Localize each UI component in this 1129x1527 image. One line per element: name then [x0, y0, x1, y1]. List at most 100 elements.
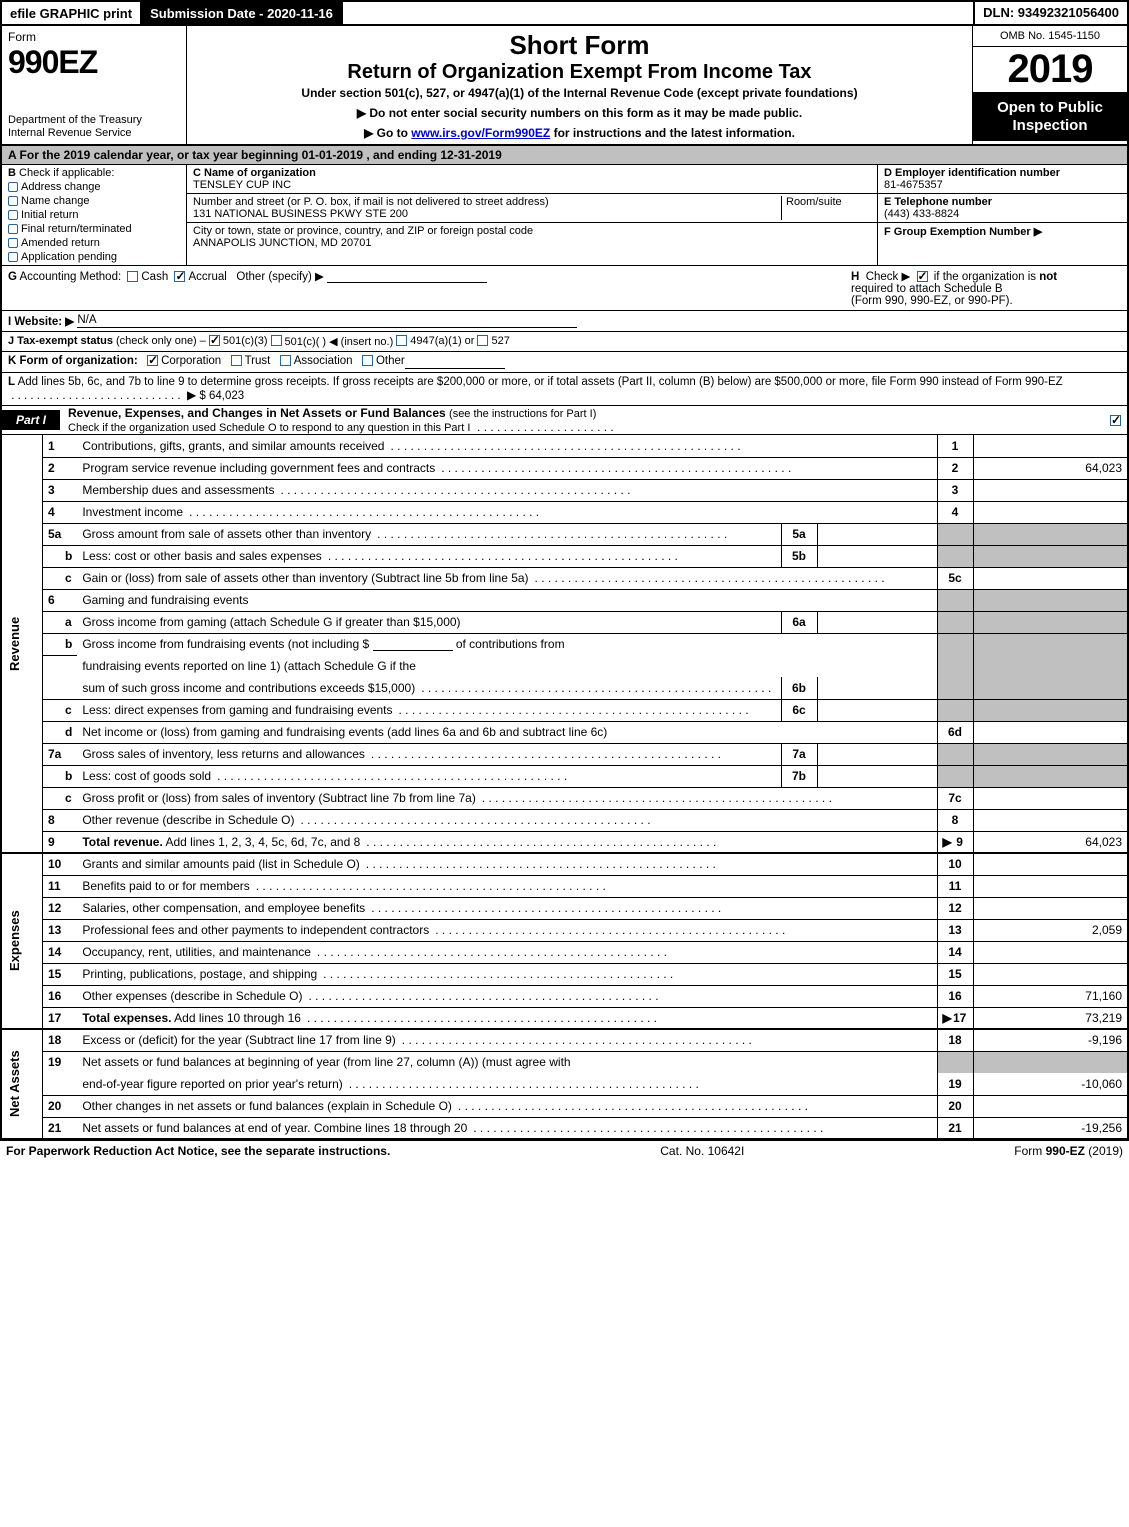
checkbox-assoc[interactable]	[280, 355, 291, 366]
col-num: 21	[937, 1117, 973, 1139]
ln-num: 4	[43, 501, 78, 523]
col-num-grey	[937, 633, 973, 655]
street-label: Number and street (or P. O. box, if mail…	[193, 196, 549, 208]
title-short-form: Short Form	[193, 30, 966, 61]
ln-num: 8	[43, 809, 78, 831]
mini-val	[817, 743, 937, 765]
box-b: B Check if applicable: Address change Na…	[2, 165, 187, 265]
box-d: D Employer identification number 81-4675…	[878, 165, 1127, 194]
form-number: 990EZ	[8, 44, 180, 81]
col-num-grey	[937, 655, 973, 677]
ln-num: 18	[43, 1029, 78, 1051]
line-8: 8 Other revenue (describe in Schedule O)…	[1, 809, 1128, 831]
ln-desc: Other expenses (describe in Schedule O)	[82, 989, 302, 1003]
checkbox-trust[interactable]	[231, 355, 242, 366]
col-num: 18	[937, 1029, 973, 1051]
line-13: 13 Professional fees and other payments …	[1, 919, 1128, 941]
checkbox-other[interactable]	[362, 355, 373, 366]
contrib-amount-input[interactable]	[373, 637, 453, 651]
ln-num: 3	[43, 479, 78, 501]
box-f-label: F Group Exemption Number ▶	[884, 226, 1042, 238]
phone-value: (443) 433-8824	[884, 208, 959, 220]
checkbox-501c[interactable]	[271, 335, 282, 346]
ln-desc-bold: Total expenses.	[82, 1011, 171, 1025]
g-other-input[interactable]	[327, 269, 487, 283]
col-val	[973, 897, 1128, 919]
opt-label: Application pending	[21, 251, 117, 263]
checkbox-schedule-o[interactable]	[1110, 415, 1121, 426]
ln-num: 14	[43, 941, 78, 963]
city-label: City or town, state or province, country…	[193, 225, 533, 237]
k-other-input[interactable]	[405, 355, 505, 369]
checkbox-501c3[interactable]	[209, 335, 220, 346]
h-text2: if the organization is	[934, 271, 1036, 283]
col-num: 6d	[937, 721, 973, 743]
ln-desc: Excess or (deficit) for the year (Subtra…	[82, 1033, 395, 1047]
k-trust: Trust	[245, 355, 271, 369]
col-num: 5c	[937, 567, 973, 589]
g-label: Accounting Method:	[20, 271, 122, 283]
ln-num: b	[43, 633, 78, 655]
checkbox-accrual[interactable]	[174, 271, 185, 282]
col-val	[973, 1095, 1128, 1117]
j-4947: 4947(a)(1) or	[410, 335, 474, 348]
ln-desc: Printing, publications, postage, and shi…	[82, 967, 317, 981]
ln-desc-bold: Total revenue.	[82, 835, 162, 849]
part-1-table: Revenue 1 Contributions, gifts, grants, …	[0, 435, 1129, 1140]
radio-icon	[8, 182, 18, 192]
ln-desc: Net assets or fund balances at end of ye…	[82, 1121, 467, 1135]
footer-cat-no: Cat. No. 10642I	[390, 1144, 1014, 1158]
line-6: 6 Gaming and fundraising events	[1, 589, 1128, 611]
g-other: Other (specify) ▶	[236, 271, 323, 283]
col-num: 12	[937, 897, 973, 919]
col-num: 20	[937, 1095, 973, 1117]
form-header-block: Form 990EZ Department of the Treasury In…	[0, 26, 1129, 146]
checkbox-cash[interactable]	[127, 271, 138, 282]
ln-num: 6	[43, 589, 78, 611]
line-16: 16 Other expenses (describe in Schedule …	[1, 985, 1128, 1007]
ln-desc: Less: direct expenses from gaming and fu…	[82, 703, 392, 717]
mini-val	[817, 765, 937, 787]
header-right: OMB No. 1545-1150 2019 Open to Public In…	[972, 26, 1127, 144]
l-letter: L	[8, 376, 15, 388]
g-accrual: Accrual	[188, 271, 226, 283]
irs-link[interactable]: www.irs.gov/Form990EZ	[411, 126, 550, 140]
efile-print-label[interactable]: efile GRAPHIC print	[2, 2, 142, 24]
box-c: C Name of organization TENSLEY CUP INC N…	[187, 165, 877, 265]
ln-num: c	[43, 787, 78, 809]
opt-final-return[interactable]: Final return/terminated	[8, 223, 180, 235]
mini-val	[817, 611, 937, 633]
street-value: 131 NATIONAL BUSINESS PKWY STE 200	[193, 208, 408, 220]
col-val: 64,023	[973, 831, 1128, 853]
checkbox-527[interactable]	[477, 335, 488, 346]
ln-desc: Occupancy, rent, utilities, and maintena…	[82, 945, 311, 959]
ein-value: 81-4675357	[884, 179, 943, 191]
g-cash: Cash	[141, 271, 168, 283]
ln-desc: Benefits paid to or for members	[82, 879, 249, 893]
ln-desc: Gain or (loss) from sale of assets other…	[82, 571, 528, 585]
dept-line-2: Internal Revenue Service	[8, 127, 132, 139]
website-value: N/A	[77, 314, 577, 328]
col-val	[973, 501, 1128, 523]
checkbox-h[interactable]	[917, 271, 928, 282]
opt-address-change[interactable]: Address change	[8, 181, 180, 193]
open-to-public: Open to Public Inspection	[973, 93, 1127, 141]
j-label: J Tax-exempt status	[8, 335, 113, 348]
k-assoc: Association	[294, 355, 353, 369]
opt-amended-return[interactable]: Amended return	[8, 237, 180, 249]
line-7b: b Less: cost of goods sold 7b	[1, 765, 1128, 787]
checkbox-4947[interactable]	[396, 335, 407, 346]
ln-desc: Less: cost or other basis and sales expe…	[82, 549, 321, 563]
dept-treasury: Department of the Treasury Internal Reve…	[8, 114, 180, 140]
ln-desc: Gaming and fundraising events	[82, 593, 248, 607]
ln-num: 17	[43, 1007, 78, 1029]
ln-num: 5a	[43, 523, 78, 545]
opt-initial-return[interactable]: Initial return	[8, 209, 180, 221]
opt-application-pending[interactable]: Application pending	[8, 251, 180, 263]
line-15: 15 Printing, publications, postage, and …	[1, 963, 1128, 985]
opt-name-change[interactable]: Name change	[8, 195, 180, 207]
opt-label: Address change	[21, 181, 101, 193]
instructions-link-line: ▶ Go to www.irs.gov/Form990EZ for instru…	[193, 126, 966, 140]
line-4: 4 Investment income 4	[1, 501, 1128, 523]
checkbox-corp[interactable]	[147, 355, 158, 366]
